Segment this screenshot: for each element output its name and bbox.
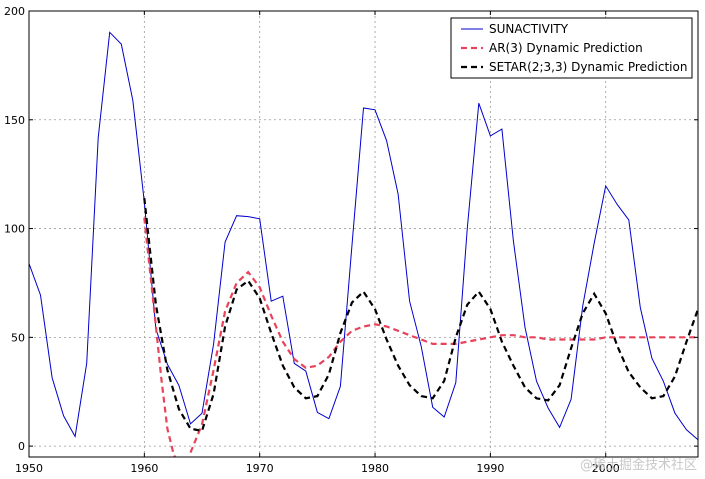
series-line-2 [189, 270, 698, 454]
plot-frame [28, 10, 699, 458]
y-tick-label: 50 [11, 331, 25, 344]
y-tick-label: 100 [4, 223, 25, 236]
legend-box [450, 17, 693, 79]
x-tick-label: 1960 [130, 462, 158, 475]
x-tick-label: 1980 [361, 462, 389, 475]
x-tick-label: 2000 [592, 462, 620, 475]
x-tick-label: 1950 [15, 462, 43, 475]
y-tick-label: 200 [4, 5, 25, 18]
x-tick-label: 1970 [246, 462, 274, 475]
legend: SUNACTIVITY AR(3) Dynamic Prediction SETAR… [450, 17, 693, 79]
y-tick-label: 0 [18, 440, 25, 453]
x-tick-label: 1990 [476, 462, 504, 475]
legend-label: SUNACTIVITY [489, 22, 569, 36]
series-line-0 [29, 31, 698, 441]
series-layer [29, 31, 698, 457]
series-line-1 [143, 217, 177, 457]
series-line-3 [143, 197, 698, 433]
y-tick-label: 150 [4, 114, 25, 127]
legend-label: SETAR(2;3,3) Dynamic Prediction [489, 60, 687, 74]
legend-label: AR(3) Dynamic Prediction [489, 41, 643, 55]
axis-ticks: 1950 1960 1970 1980 1990 2000 0 50 100 150 200 [4, 5, 698, 475]
watermark: @稀土掘金技术社区 [579, 458, 697, 473]
